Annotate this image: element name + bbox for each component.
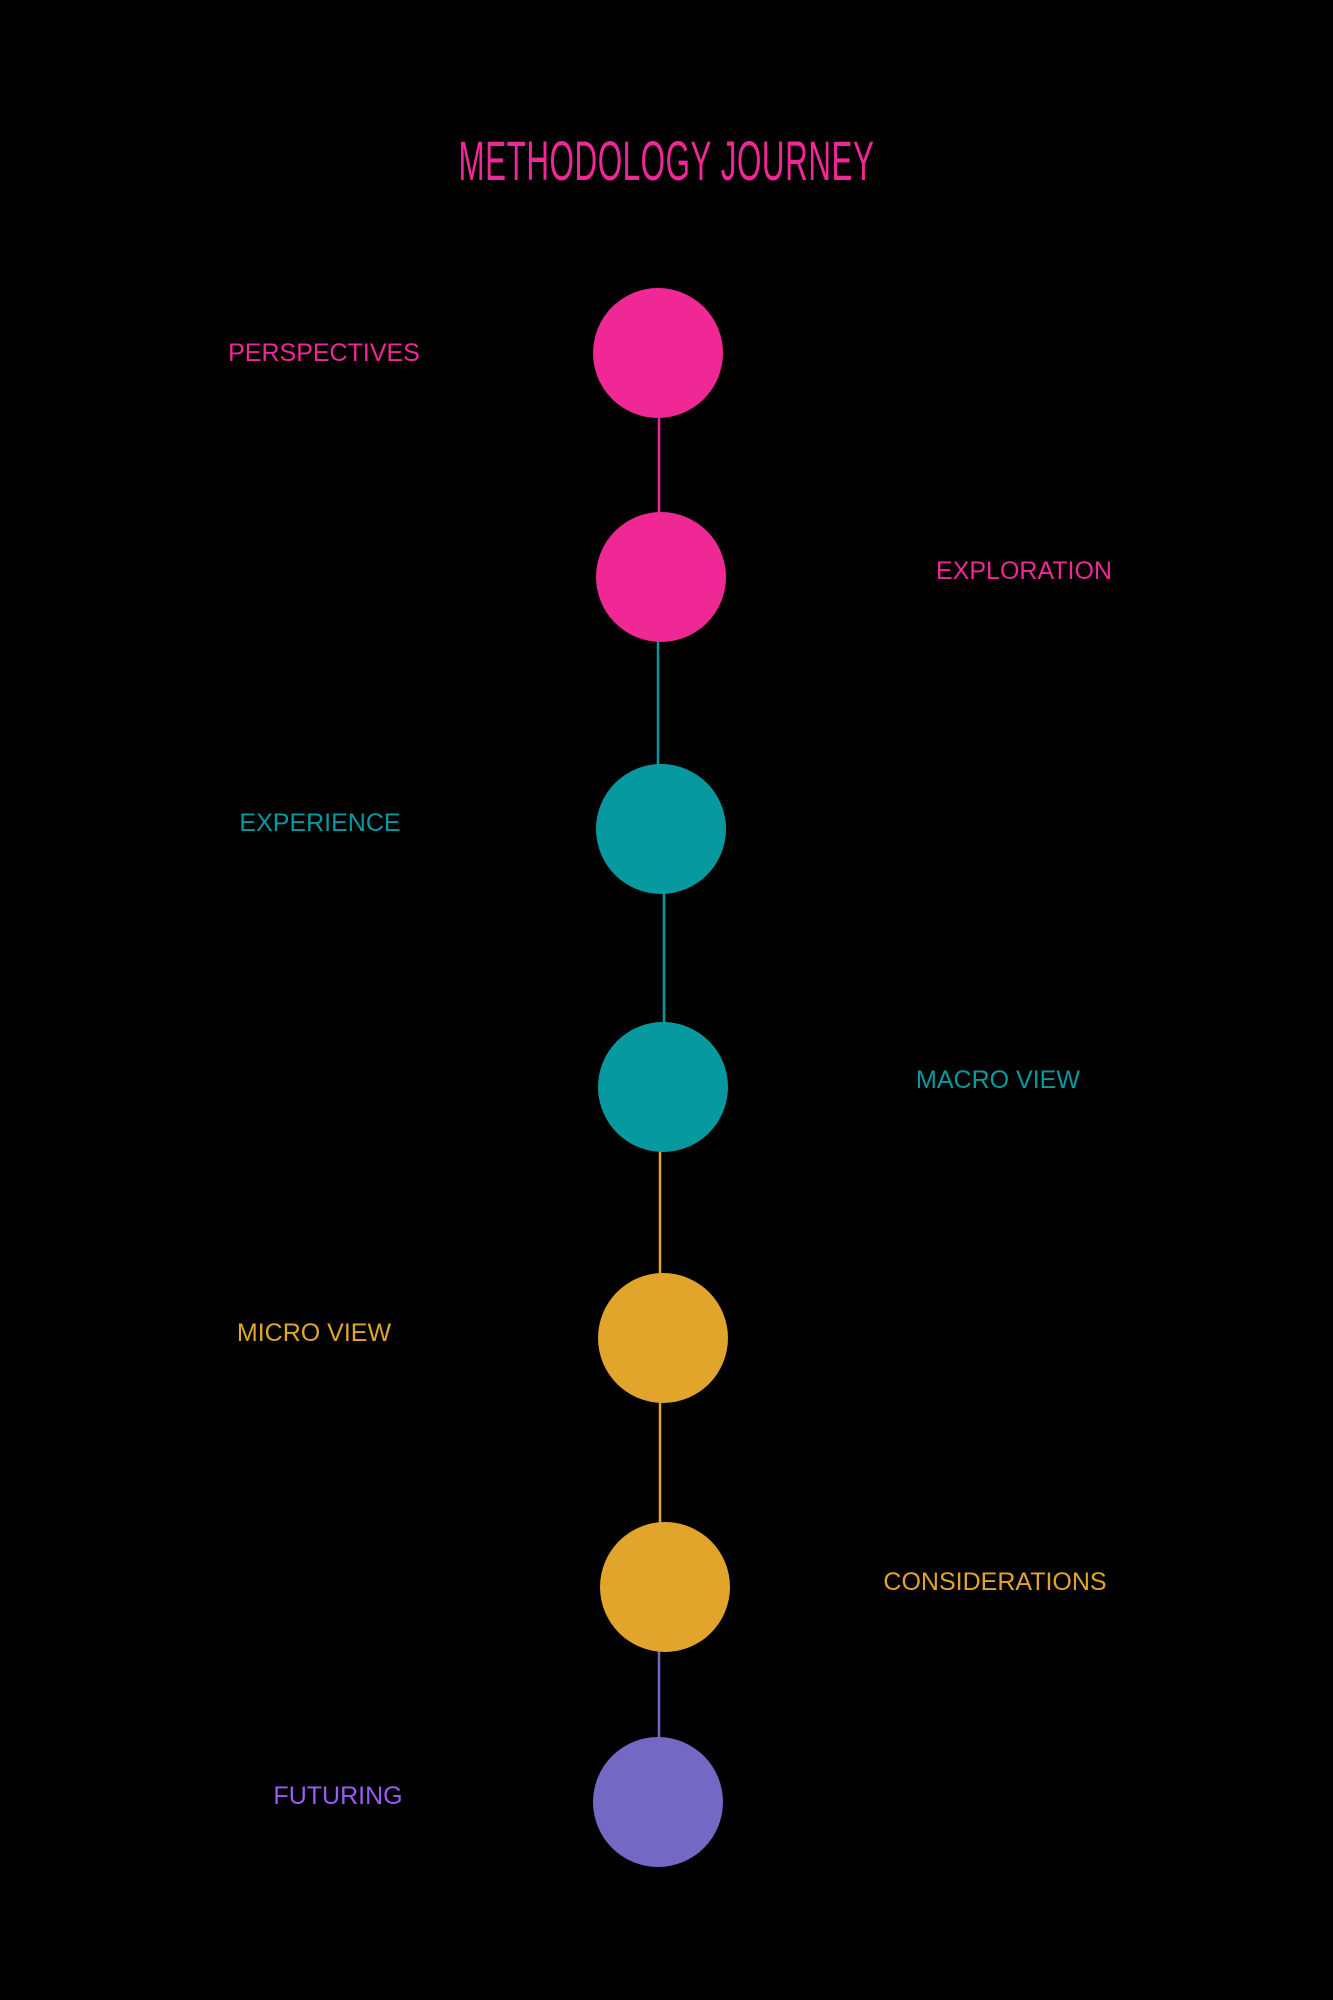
diagram-title: METHODOLOGY JOURNEY (0, 128, 1333, 194)
step-node-exploration (596, 512, 726, 642)
step-label: CONSIDERATIONS (883, 1568, 1107, 1596)
step-label: MACRO VIEW (916, 1066, 1080, 1094)
step-label: PERSPECTIVES (228, 339, 420, 367)
step-label: EXPERIENCE (239, 809, 401, 837)
step-node-macro-view (598, 1022, 728, 1152)
step-node-perspectives (593, 288, 723, 418)
title-text: METHODOLOGY JOURNEY (458, 129, 875, 192)
step-node-considerations (600, 1522, 730, 1652)
step-node-micro-view (598, 1273, 728, 1403)
step-node-futuring (593, 1737, 723, 1867)
step-node-experience (596, 764, 726, 894)
step-label: MICRO VIEW (236, 1319, 392, 1347)
step-label: EXPLORATION (936, 557, 1112, 585)
step-label: FUTURING (273, 1782, 403, 1810)
